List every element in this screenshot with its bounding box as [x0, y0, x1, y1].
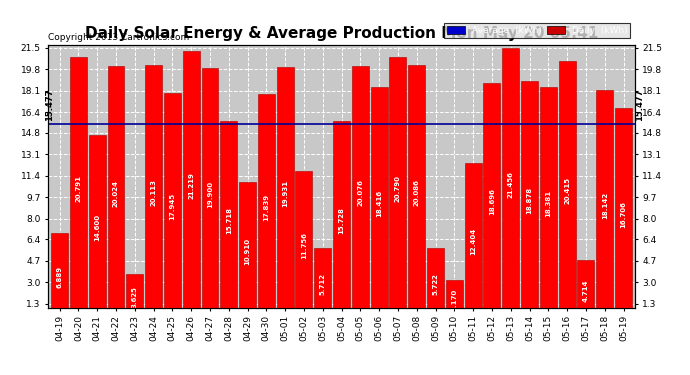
Text: 20.790: 20.790	[395, 175, 401, 202]
Bar	[371, 87, 388, 320]
Bar	[145, 65, 162, 320]
Bar	[389, 57, 406, 320]
Text: 20.024: 20.024	[113, 180, 119, 207]
Bar	[352, 66, 369, 320]
Bar	[596, 90, 613, 320]
Bar	[427, 248, 444, 320]
Bar	[578, 260, 594, 320]
Bar	[126, 274, 144, 320]
Text: 18.381: 18.381	[545, 190, 551, 217]
Text: 20.086: 20.086	[414, 179, 420, 206]
Text: 5.712: 5.712	[319, 273, 326, 295]
Text: 17.839: 17.839	[264, 194, 269, 220]
Text: 19.931: 19.931	[282, 180, 288, 207]
Text: 16.706: 16.706	[620, 201, 627, 228]
Text: 15.477: 15.477	[635, 89, 644, 122]
Bar	[295, 171, 313, 320]
Bar	[446, 280, 463, 320]
Text: 18.878: 18.878	[526, 187, 533, 214]
Bar	[615, 108, 632, 320]
Text: 18.696: 18.696	[489, 188, 495, 215]
Bar	[239, 182, 256, 320]
Text: 10.910: 10.910	[244, 237, 250, 265]
Text: 4.714: 4.714	[583, 279, 589, 302]
Text: 17.945: 17.945	[169, 193, 175, 220]
Bar	[108, 66, 124, 320]
Text: 15.728: 15.728	[339, 207, 344, 234]
Text: 20.113: 20.113	[150, 179, 157, 206]
Text: 21.219: 21.219	[188, 172, 194, 199]
Text: 15.477: 15.477	[45, 89, 54, 122]
Bar	[502, 48, 519, 320]
Text: 20.791: 20.791	[75, 175, 81, 202]
Text: 3.625: 3.625	[132, 286, 138, 308]
Bar	[559, 61, 575, 320]
Bar	[408, 66, 425, 320]
Text: 6.889: 6.889	[57, 266, 63, 288]
Text: 20.076: 20.076	[357, 180, 364, 206]
Text: 19.900: 19.900	[207, 180, 213, 208]
Text: Copyright 2013 Cartronics.com: Copyright 2013 Cartronics.com	[48, 33, 190, 42]
Bar	[164, 93, 181, 320]
Legend: Average  (kWh), Daily  (kWh): Average (kWh), Daily (kWh)	[444, 23, 630, 38]
Text: 12.404: 12.404	[470, 228, 476, 255]
Bar	[89, 135, 106, 320]
Bar	[484, 83, 500, 320]
Text: 18.142: 18.142	[602, 192, 608, 219]
Text: 15.718: 15.718	[226, 207, 232, 234]
Bar	[258, 94, 275, 320]
Bar	[70, 57, 87, 320]
Text: 14.600: 14.600	[94, 214, 100, 241]
Bar	[220, 121, 237, 320]
Bar	[464, 163, 482, 320]
Text: 21.456: 21.456	[508, 171, 514, 198]
Text: 18.416: 18.416	[376, 190, 382, 217]
Text: 3.170: 3.170	[451, 289, 457, 311]
Bar	[201, 68, 219, 320]
Bar	[183, 51, 199, 320]
Bar	[540, 87, 557, 320]
Title: Daily Solar Energy & Average Production Mon May 20 05:41: Daily Solar Energy & Average Production …	[85, 26, 598, 41]
Bar	[521, 81, 538, 320]
Text: 20.415: 20.415	[564, 177, 570, 204]
Text: 5.722: 5.722	[433, 273, 439, 295]
Bar	[277, 68, 294, 320]
Bar	[51, 233, 68, 320]
Bar	[333, 121, 350, 320]
Bar	[314, 248, 331, 320]
Text: 11.756: 11.756	[301, 232, 307, 259]
